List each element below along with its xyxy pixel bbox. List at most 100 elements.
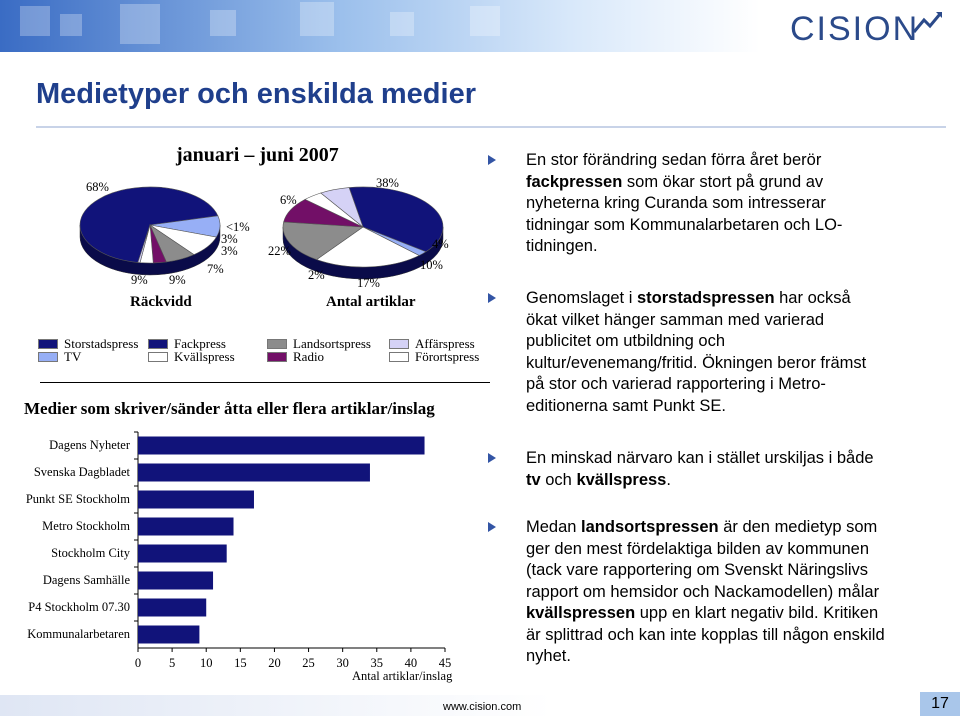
pie-0-slice-storstadspress: [79, 186, 219, 263]
x-tick-label: 5: [168, 656, 176, 670]
x-tick-label: 10: [199, 656, 213, 670]
legend-swatch: [389, 352, 409, 362]
legend-label: Affärspress: [415, 336, 475, 351]
pie-caption-articles: Antal artiklar: [326, 294, 416, 310]
pie-caption-reach: Räckvidd: [130, 294, 192, 310]
pie-1-label-tv: 2%: [308, 268, 325, 282]
pie-1-slice-storstadspress: [348, 186, 444, 253]
category-label: Punkt SE Stockholm: [25, 491, 130, 506]
title-divider: [36, 126, 946, 128]
page-number: 17: [920, 692, 960, 716]
category-label: Dagens Nyheter: [49, 437, 130, 452]
pie-1-label-kvällspress: 4%: [432, 237, 449, 251]
legend-swatch: [267, 352, 287, 362]
bar-dagens-nyheter: [138, 436, 425, 455]
pie-1-label-storstadspress: 38%: [376, 176, 399, 190]
legend-label: Fackpress: [174, 336, 226, 351]
pie-0-slice-tv: [149, 215, 221, 238]
legend-label: Landsortspress: [293, 336, 371, 351]
x-tick-label: 30: [336, 656, 349, 670]
pie-1-slice-fackpress: [315, 226, 420, 268]
footer-url: www.cision.com: [443, 701, 522, 713]
x-tick-label: 20: [268, 656, 281, 670]
pie-0-label-kvällspress: 3%: [221, 232, 238, 246]
legend-item-landsortspress: Landsortspress: [267, 336, 371, 352]
pie-0-label-landsortspress: 7%: [207, 262, 224, 276]
x-tick-label: 35: [370, 656, 384, 670]
pie-1-slice-affärspress: [320, 187, 364, 228]
pie-1-slice-kvällspress: [304, 192, 364, 228]
pie-0-slice-fackpress: [149, 224, 217, 255]
legend-label: Förortspress: [415, 349, 480, 364]
pie-0-side: [79, 224, 221, 276]
logo-mark-icon: [912, 12, 942, 33]
pie-0-slice-landsortspress: [149, 224, 195, 263]
bullet-arrow-icon: [488, 293, 496, 303]
legend-label: Storstadspress: [64, 336, 139, 351]
category-label: Svenska Dagbladet: [33, 464, 130, 479]
bullet-text: Medan landsortspressen är den medietyp s…: [526, 518, 885, 665]
category-label: P4 Stockholm 07.30: [28, 599, 130, 614]
legend-swatch: [148, 339, 168, 349]
legend-label: Radio: [293, 349, 325, 364]
category-label: Metro Stockholm: [42, 518, 130, 533]
pie-0-label-fackpress: 9%: [169, 273, 186, 287]
bar-kommunalarbetaren: [138, 625, 200, 644]
pie-group-title: januari – juni 2007: [176, 144, 339, 166]
x-axis-title: Antal artiklar/inslag: [352, 669, 453, 683]
bar-chart-title: Medier som skriver/sänder åtta eller fle…: [24, 399, 435, 418]
legend-item-förortspress: Förortspress: [389, 349, 479, 365]
bullet-arrow-icon: [488, 155, 496, 165]
header-banner: [0, 0, 760, 52]
pie-1-label-fackpress: 22%: [268, 244, 291, 258]
bar-svenska-dagbladet: [138, 463, 370, 482]
legend-swatch: [267, 339, 287, 349]
pie-1-label-landsortspress: 17%: [357, 276, 380, 290]
category-label: Dagens Samhälle: [42, 572, 130, 587]
bar-dagens-samh-lle: [138, 571, 214, 590]
pie-1-slice-tv: [362, 226, 427, 256]
legend-label: TV: [64, 349, 82, 364]
pie-0-label-radio: 3%: [221, 244, 238, 258]
legend-item-tv: TV: [38, 349, 81, 365]
bar-stockholm-city: [138, 544, 227, 563]
pie-1-label-radio: 10%: [420, 258, 443, 272]
page-title: Medietyper och enskilda medier: [36, 78, 476, 110]
pie-1-side: [282, 226, 444, 280]
category-label: Stockholm City: [51, 545, 130, 560]
legend-swatch: [38, 339, 58, 349]
cision-logo: CISION: [790, 10, 920, 48]
legend-item-kvällspress: Kvällspress: [148, 349, 235, 365]
pie-0-slice-radio: [149, 224, 167, 264]
pie-1-label-affärspress: 6%: [280, 193, 297, 207]
bullet-text: Genomslaget i storstadspressen har också…: [526, 289, 867, 415]
pie-0-label-tv: 9%: [131, 273, 148, 287]
legend-item-affärspress: Affärspress: [389, 336, 475, 352]
legend-swatch: [389, 339, 409, 349]
bullet-text: En stor förändring sedan förra året berö…: [526, 151, 843, 255]
bullet-text: En minskad närvaro kan i stället urskilj…: [526, 449, 874, 489]
x-tick-label: 25: [302, 656, 315, 670]
legend-swatch: [148, 352, 168, 362]
bar-p4-stockholm-07-30: [138, 598, 207, 617]
legend-item-storstadspress: Storstadspress: [38, 336, 138, 352]
section-divider: [40, 382, 490, 383]
legend-item-fackpress: Fackpress: [148, 336, 226, 352]
legend-item-radio: Radio: [267, 349, 324, 365]
legend-swatch: [38, 352, 58, 362]
bullet-arrow-icon: [488, 522, 496, 532]
pie-1-slice-landsortspress: [282, 221, 364, 260]
pie-0-label-affärspress: <1%: [226, 220, 250, 234]
x-tick-label: 15: [234, 656, 247, 670]
x-tick-label: 0: [134, 656, 142, 670]
bullet-arrow-icon: [488, 453, 496, 463]
legend-label: Kvällspress: [174, 349, 235, 364]
category-label: Kommunalarbetaren: [27, 626, 130, 641]
footer-band: [0, 695, 920, 716]
bar-punkt-se-stockholm: [138, 490, 254, 509]
pie-0-slice-kvällspress: [139, 224, 154, 264]
x-tick-label: 45: [438, 656, 452, 670]
bar-metro-stockholm: [138, 517, 234, 536]
pie-0-slice-affärspress: [137, 224, 151, 263]
x-tick-label: 40: [404, 656, 418, 670]
